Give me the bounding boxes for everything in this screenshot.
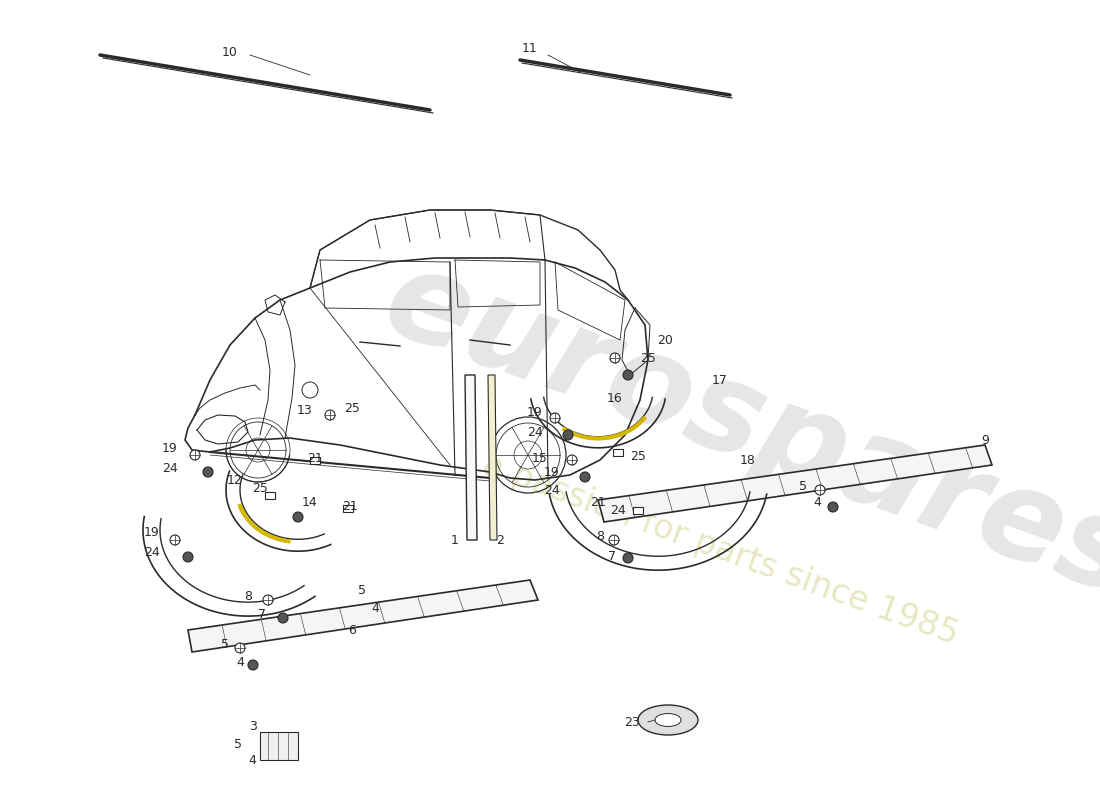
Text: 5: 5 <box>358 583 366 597</box>
Polygon shape <box>488 375 497 540</box>
Polygon shape <box>598 445 992 522</box>
Text: 25: 25 <box>640 351 656 365</box>
Text: 19: 19 <box>527 406 543 419</box>
Text: 6: 6 <box>348 623 356 637</box>
Ellipse shape <box>638 705 698 735</box>
Bar <box>613 449 623 455</box>
Text: 5: 5 <box>234 738 242 750</box>
Text: 16: 16 <box>607 391 623 405</box>
Circle shape <box>609 535 619 545</box>
Text: 7: 7 <box>258 609 266 622</box>
Text: 24: 24 <box>527 426 543 438</box>
Text: 14: 14 <box>302 495 318 509</box>
Text: 8: 8 <box>244 590 252 602</box>
Circle shape <box>204 467 213 477</box>
Text: 24: 24 <box>610 503 626 517</box>
Text: a passion for parts since 1985: a passion for parts since 1985 <box>477 448 962 652</box>
Text: 25: 25 <box>252 482 268 494</box>
Text: 21: 21 <box>307 451 323 465</box>
Text: 4: 4 <box>236 657 244 670</box>
Text: 8: 8 <box>596 530 604 543</box>
Text: 25: 25 <box>344 402 360 414</box>
Circle shape <box>580 472 590 482</box>
Text: 21: 21 <box>342 499 358 513</box>
Text: 2: 2 <box>496 534 504 546</box>
Text: 19: 19 <box>162 442 178 454</box>
Bar <box>260 732 298 760</box>
Text: 15: 15 <box>532 451 548 465</box>
Text: 24: 24 <box>162 462 178 474</box>
Text: 11: 11 <box>522 42 538 54</box>
Circle shape <box>550 413 560 423</box>
Circle shape <box>623 553 632 563</box>
Text: 25: 25 <box>630 450 646 462</box>
Circle shape <box>610 353 620 363</box>
Text: 17: 17 <box>712 374 728 386</box>
Circle shape <box>190 450 200 460</box>
Circle shape <box>566 455 578 465</box>
Text: 3: 3 <box>249 719 257 733</box>
Text: 4: 4 <box>371 602 378 614</box>
Circle shape <box>828 502 838 512</box>
Circle shape <box>623 370 632 380</box>
Circle shape <box>263 595 273 605</box>
Text: 12: 12 <box>227 474 243 486</box>
Text: 4: 4 <box>249 754 256 766</box>
Text: 9: 9 <box>981 434 989 446</box>
Bar <box>310 457 320 463</box>
Circle shape <box>324 410 336 420</box>
Text: 13: 13 <box>297 403 312 417</box>
Text: 18: 18 <box>740 454 756 466</box>
Bar <box>343 505 353 511</box>
Text: 19: 19 <box>144 526 159 539</box>
Polygon shape <box>188 580 538 652</box>
Text: 7: 7 <box>608 550 616 562</box>
Text: 23: 23 <box>624 715 640 729</box>
Text: 21: 21 <box>590 495 606 509</box>
Polygon shape <box>465 375 477 540</box>
Bar <box>265 491 275 498</box>
Text: eurospares: eurospares <box>368 238 1100 622</box>
Circle shape <box>563 430 573 440</box>
Circle shape <box>248 660 258 670</box>
Text: 10: 10 <box>222 46 238 58</box>
Circle shape <box>235 643 245 653</box>
Circle shape <box>278 613 288 623</box>
Circle shape <box>293 512 303 522</box>
Circle shape <box>170 535 180 545</box>
Text: 1: 1 <box>451 534 459 546</box>
Text: 4: 4 <box>813 497 821 510</box>
Text: 24: 24 <box>144 546 159 558</box>
Text: 20: 20 <box>657 334 673 346</box>
Ellipse shape <box>654 714 681 726</box>
Text: 5: 5 <box>799 479 807 493</box>
Text: 5: 5 <box>221 638 229 651</box>
Circle shape <box>815 485 825 495</box>
Circle shape <box>183 552 192 562</box>
Text: 19: 19 <box>544 466 560 478</box>
Bar <box>632 506 644 514</box>
Text: 24: 24 <box>544 483 560 497</box>
